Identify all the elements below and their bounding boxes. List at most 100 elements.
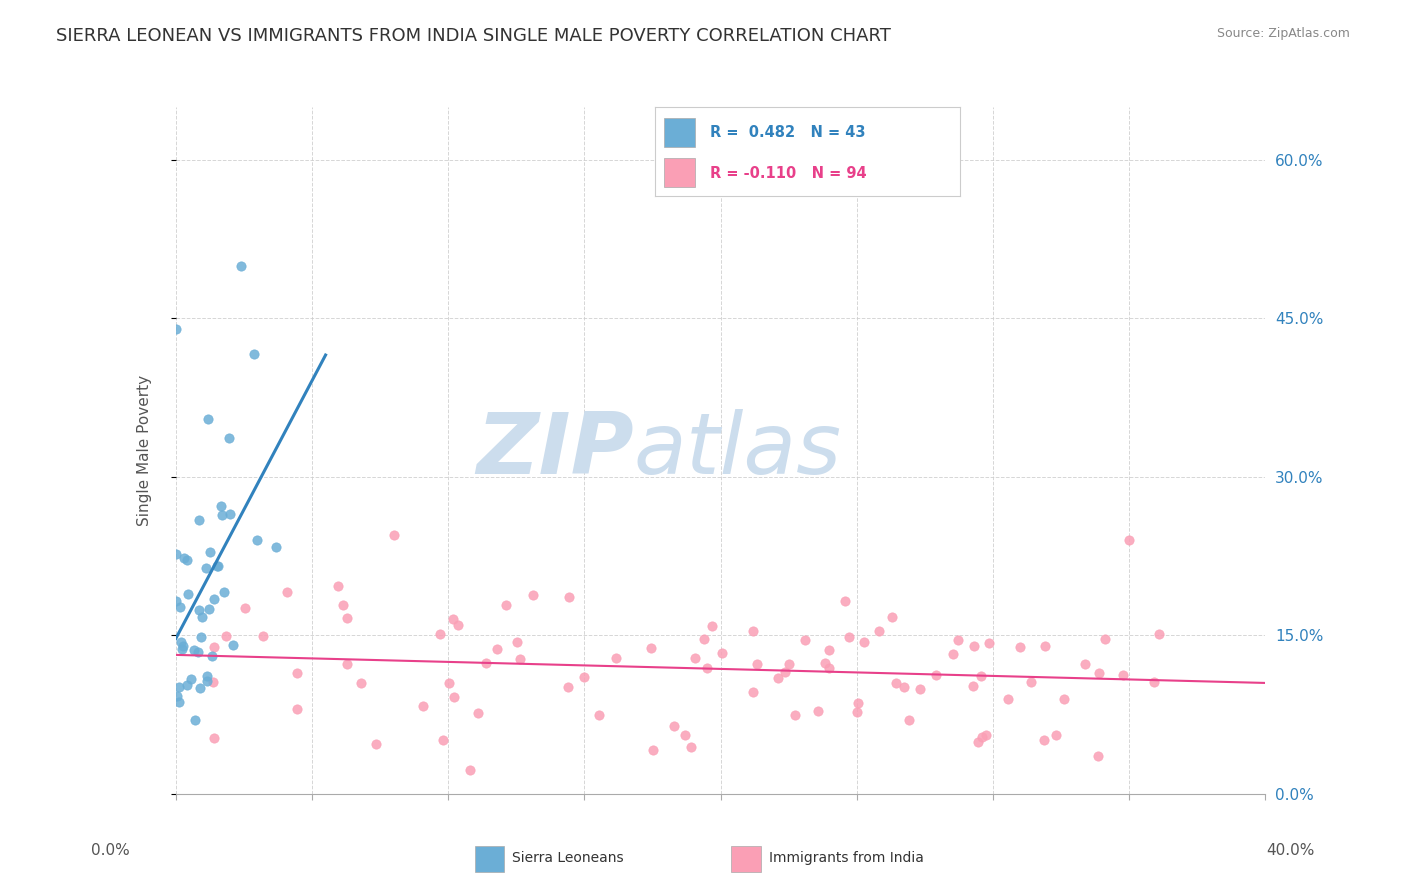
Point	[194, 561, 217, 575]
Point	[165, 547, 187, 561]
Point	[443, 612, 465, 626]
Text: 0.0%: 0.0%	[91, 843, 131, 858]
Point	[522, 588, 544, 602]
Point	[495, 598, 517, 612]
Point	[574, 670, 596, 684]
Point	[332, 599, 354, 613]
Text: Immigrants from India: Immigrants from India	[769, 851, 924, 865]
Point	[202, 731, 225, 745]
Point	[486, 642, 509, 657]
Point	[326, 579, 349, 593]
Point	[176, 677, 198, 691]
Point	[967, 735, 990, 749]
Point	[382, 528, 405, 542]
Point	[1142, 675, 1164, 690]
Point	[437, 676, 460, 690]
Point	[207, 558, 229, 573]
Point	[285, 702, 308, 716]
Point	[925, 668, 948, 682]
Point	[880, 610, 903, 624]
Point	[201, 674, 224, 689]
Point	[747, 657, 769, 672]
Point	[1052, 692, 1074, 706]
Point	[818, 642, 841, 657]
Point	[467, 706, 489, 720]
Point	[202, 640, 225, 654]
Point	[702, 619, 724, 633]
Point	[350, 676, 373, 690]
Point	[187, 645, 209, 659]
Point	[997, 692, 1019, 706]
Point	[893, 680, 915, 694]
Point	[197, 412, 219, 426]
Point	[446, 617, 468, 632]
Text: atlas: atlas	[633, 409, 841, 492]
Point	[429, 627, 451, 641]
Point	[1019, 674, 1042, 689]
Point	[243, 347, 266, 361]
Point	[773, 665, 796, 679]
Point	[908, 681, 931, 696]
Point	[1010, 640, 1032, 654]
Text: Sierra Leoneans: Sierra Leoneans	[512, 851, 624, 865]
Point	[285, 666, 308, 681]
Point	[1033, 732, 1056, 747]
Point	[188, 681, 211, 695]
Text: ZIP: ZIP	[475, 409, 633, 492]
Point	[662, 718, 685, 732]
Point	[970, 668, 993, 682]
Point	[190, 630, 212, 644]
Point	[177, 587, 200, 601]
Point	[218, 431, 240, 445]
Point	[741, 685, 763, 699]
Point	[710, 647, 733, 661]
Point	[640, 640, 662, 655]
Point	[681, 739, 703, 754]
Point	[852, 634, 875, 648]
Point	[974, 727, 997, 741]
Point	[505, 635, 527, 649]
Point	[1074, 657, 1097, 672]
Point	[768, 671, 790, 685]
Point	[884, 675, 907, 690]
Point	[188, 512, 211, 526]
Point	[198, 545, 221, 559]
Point	[214, 629, 236, 643]
Point	[1033, 639, 1056, 653]
Point	[970, 731, 993, 745]
Point	[176, 553, 198, 567]
Point	[172, 639, 194, 653]
Point	[1118, 533, 1140, 548]
Point	[641, 743, 664, 757]
Point	[252, 629, 274, 643]
Point	[235, 600, 257, 615]
Point	[1147, 627, 1170, 641]
Point	[264, 540, 287, 554]
Point	[557, 680, 579, 694]
Point	[1087, 749, 1109, 764]
Point	[336, 611, 359, 625]
Point	[946, 632, 969, 647]
Point	[173, 550, 195, 565]
Point	[1045, 727, 1067, 741]
Point	[1111, 668, 1133, 682]
Point	[846, 697, 869, 711]
Point	[683, 651, 706, 665]
Point	[412, 699, 434, 714]
Point	[169, 600, 191, 615]
Point	[818, 660, 841, 674]
Point	[184, 713, 207, 727]
Point	[588, 707, 610, 722]
Point	[778, 657, 800, 671]
FancyBboxPatch shape	[731, 846, 761, 872]
Point	[834, 594, 856, 608]
Point	[170, 634, 193, 648]
Point	[209, 499, 232, 513]
Point	[793, 633, 815, 648]
Point	[1094, 632, 1116, 646]
Point	[167, 695, 190, 709]
Point	[219, 507, 242, 521]
Text: SIERRA LEONEAN VS IMMIGRANTS FROM INDIA SINGLE MALE POVERTY CORRELATION CHART: SIERRA LEONEAN VS IMMIGRANTS FROM INDIA …	[56, 27, 891, 45]
Point	[807, 704, 830, 718]
Point	[558, 590, 581, 604]
